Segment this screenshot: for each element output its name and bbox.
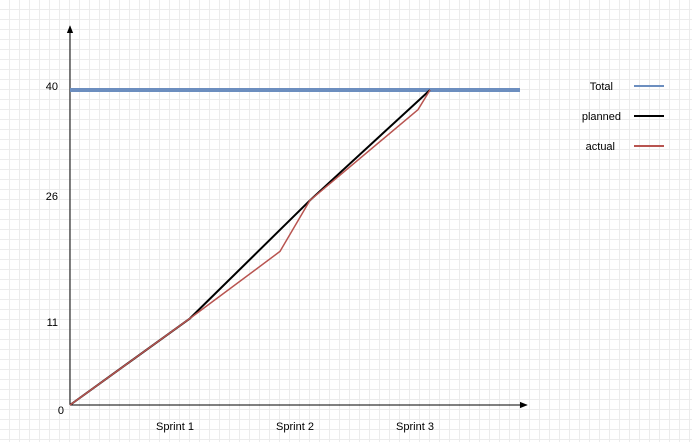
legend-label-actual: actual (586, 141, 615, 153)
series-line-planned (69, 89, 431, 406)
series-line-actual (69, 89, 431, 406)
legend-label-planned: planned (582, 111, 621, 123)
x-tick-label: Sprint 3 (396, 421, 434, 433)
y-tick-label: 11 (47, 317, 58, 329)
x-tick-label: Sprint 1 (156, 421, 194, 433)
y-tick-label: 0 (58, 405, 64, 417)
legend-label-total: Total (590, 81, 613, 93)
x-tick-labels: Sprint 1 Sprint 2 Sprint 3 (156, 421, 434, 433)
y-tick-label: 40 (46, 81, 58, 93)
plot-area (69, 88, 520, 406)
legend: Total planned actual (582, 81, 664, 153)
y-tick-labels: 0 11 26 40 (46, 81, 64, 417)
y-tick-label: 26 (46, 191, 58, 203)
x-tick-label: Sprint 2 (276, 421, 314, 433)
